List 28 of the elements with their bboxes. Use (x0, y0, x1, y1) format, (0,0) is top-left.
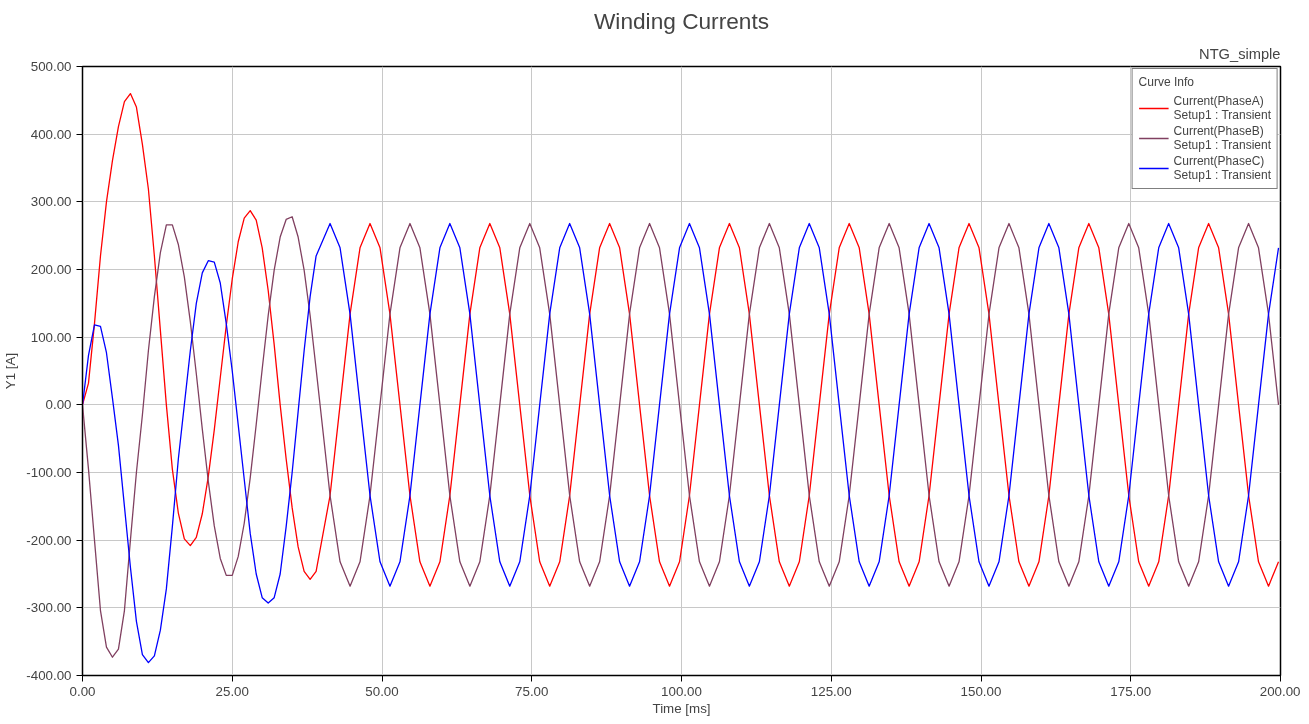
y-tick-label: 200.00 (30, 262, 72, 277)
chart-title: Winding Currents (593, 7, 770, 34)
x-tick-label: 200.00 (1259, 683, 1301, 699)
text: NTG_simple (1199, 45, 1281, 62)
y-tick-label: -200.00 (26, 532, 72, 548)
x-tick-label: 0.00 (69, 683, 96, 699)
x-tick-label: 50.00 (365, 683, 399, 699)
y-tick-label: -400.00 (26, 668, 72, 683)
y-tick-label: 500.00 (30, 59, 72, 74)
legend-label: Current(PhaseC) Setup1 : Transient (1173, 154, 1271, 182)
x-tick-label: 150.00 (960, 683, 1002, 699)
legend-title: Curve Info (1138, 75, 1195, 89)
legend-label: Current(PhaseA) Setup1 : Transient (1173, 94, 1271, 122)
x-tick-label: 100.00 (661, 683, 702, 699)
legend-label: Current(PhaseB) Setup1 : Transient (1173, 124, 1271, 152)
y-tick-label: 300.00 (30, 194, 72, 210)
y-tick-label: 400.00 (30, 126, 72, 142)
line-series (82, 92, 1280, 587)
y-tick-label: -100.00 (26, 465, 72, 480)
y-tick-label: -300.00 (26, 600, 72, 616)
y-tick-label: 0.00 (45, 397, 72, 413)
y-axis-title: Y1 [A] (3, 352, 19, 390)
x-tick-label: 25.00 (215, 683, 249, 699)
x-tick-label: 75.00 (515, 683, 549, 699)
y-tick-label: 100.00 (30, 329, 72, 345)
x-tick-label: 125.00 (810, 683, 852, 699)
x-tick-label: 175.00 (1110, 683, 1152, 699)
x-axis-title: Time [ms] (652, 700, 711, 716)
